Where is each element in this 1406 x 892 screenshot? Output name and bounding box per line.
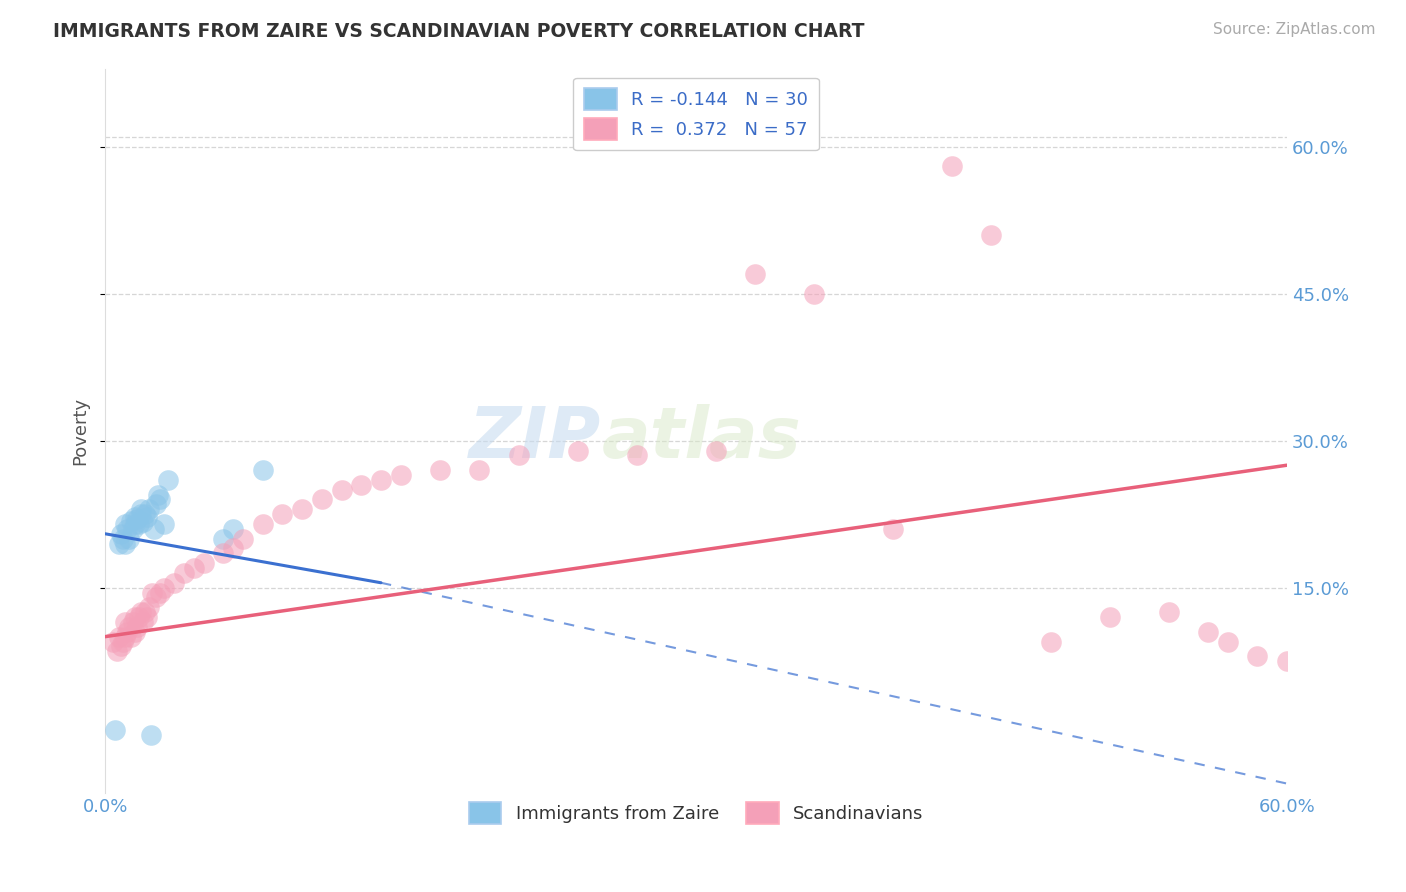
- Point: [104, 723, 127, 737]
- Point: [145, 497, 167, 511]
- Point: [626, 449, 648, 463]
- Point: [350, 478, 373, 492]
- Point: [389, 468, 412, 483]
- Point: [508, 449, 530, 463]
- Point: [183, 561, 205, 575]
- Point: [222, 541, 245, 556]
- Text: IMMIGRANTS FROM ZAIRE VS SCANDINAVIAN POVERTY CORRELATION CHART: IMMIGRANTS FROM ZAIRE VS SCANDINAVIAN PO…: [53, 22, 865, 41]
- Text: Source: ZipAtlas.com: Source: ZipAtlas.com: [1212, 22, 1375, 37]
- Point: [1275, 654, 1298, 668]
- Point: [129, 507, 152, 521]
- Point: [212, 532, 235, 546]
- Legend: Immigrants from Zaire, Scandinavians: Immigrants from Zaire, Scandinavians: [458, 791, 934, 835]
- Point: [129, 605, 152, 619]
- Point: [803, 286, 825, 301]
- Point: [744, 267, 766, 281]
- Point: [108, 630, 131, 644]
- Point: [1216, 634, 1239, 648]
- Point: [124, 624, 146, 639]
- Point: [291, 502, 314, 516]
- Point: [882, 522, 904, 536]
- Point: [110, 640, 132, 654]
- Point: [135, 510, 157, 524]
- Y-axis label: Poverty: Poverty: [72, 397, 89, 465]
- Point: [139, 728, 162, 742]
- Point: [118, 620, 141, 634]
- Point: [141, 585, 163, 599]
- Point: [163, 575, 186, 590]
- Point: [980, 227, 1002, 242]
- Point: [128, 610, 150, 624]
- Point: [941, 160, 963, 174]
- Point: [232, 532, 254, 546]
- Point: [124, 610, 146, 624]
- Point: [124, 510, 146, 524]
- Point: [153, 581, 176, 595]
- Point: [114, 536, 136, 550]
- Point: [429, 463, 451, 477]
- Point: [148, 487, 170, 501]
- Point: [222, 522, 245, 536]
- Point: [138, 502, 160, 516]
- Point: [1246, 649, 1268, 664]
- Point: [111, 532, 134, 546]
- Point: [114, 615, 136, 629]
- Point: [121, 615, 143, 629]
- Text: atlas: atlas: [602, 404, 801, 473]
- Point: [252, 516, 274, 531]
- Point: [567, 443, 589, 458]
- Point: [330, 483, 353, 497]
- Point: [128, 516, 150, 531]
- Point: [125, 512, 148, 526]
- Text: ZIP: ZIP: [470, 404, 602, 473]
- Point: [114, 630, 136, 644]
- Point: [111, 634, 134, 648]
- Point: [118, 532, 141, 546]
- Point: [704, 443, 727, 458]
- Point: [121, 522, 143, 536]
- Point: [370, 473, 392, 487]
- Point: [193, 556, 215, 570]
- Point: [124, 516, 146, 531]
- Point: [149, 492, 172, 507]
- Point: [101, 634, 124, 648]
- Point: [134, 507, 156, 521]
- Point: [173, 566, 195, 580]
- Point: [1098, 610, 1121, 624]
- Point: [138, 600, 160, 615]
- Point: [311, 492, 333, 507]
- Point: [1197, 624, 1219, 639]
- Point: [157, 473, 180, 487]
- Point: [134, 605, 156, 619]
- Point: [153, 516, 176, 531]
- Point: [120, 630, 142, 644]
- Point: [468, 463, 491, 477]
- Point: [129, 502, 152, 516]
- Point: [1039, 634, 1062, 648]
- Point: [120, 514, 142, 528]
- Point: [212, 546, 235, 560]
- Point: [115, 522, 138, 536]
- Point: [149, 585, 172, 599]
- Point: [131, 515, 153, 529]
- Point: [125, 620, 148, 634]
- Point: [135, 610, 157, 624]
- Point: [115, 624, 138, 639]
- Point: [145, 591, 167, 605]
- Point: [108, 536, 131, 550]
- Point: [143, 522, 166, 536]
- Point: [114, 516, 136, 531]
- Point: [252, 463, 274, 477]
- Point: [110, 526, 132, 541]
- Point: [271, 507, 294, 521]
- Point: [1157, 605, 1180, 619]
- Point: [105, 644, 128, 658]
- Point: [131, 615, 153, 629]
